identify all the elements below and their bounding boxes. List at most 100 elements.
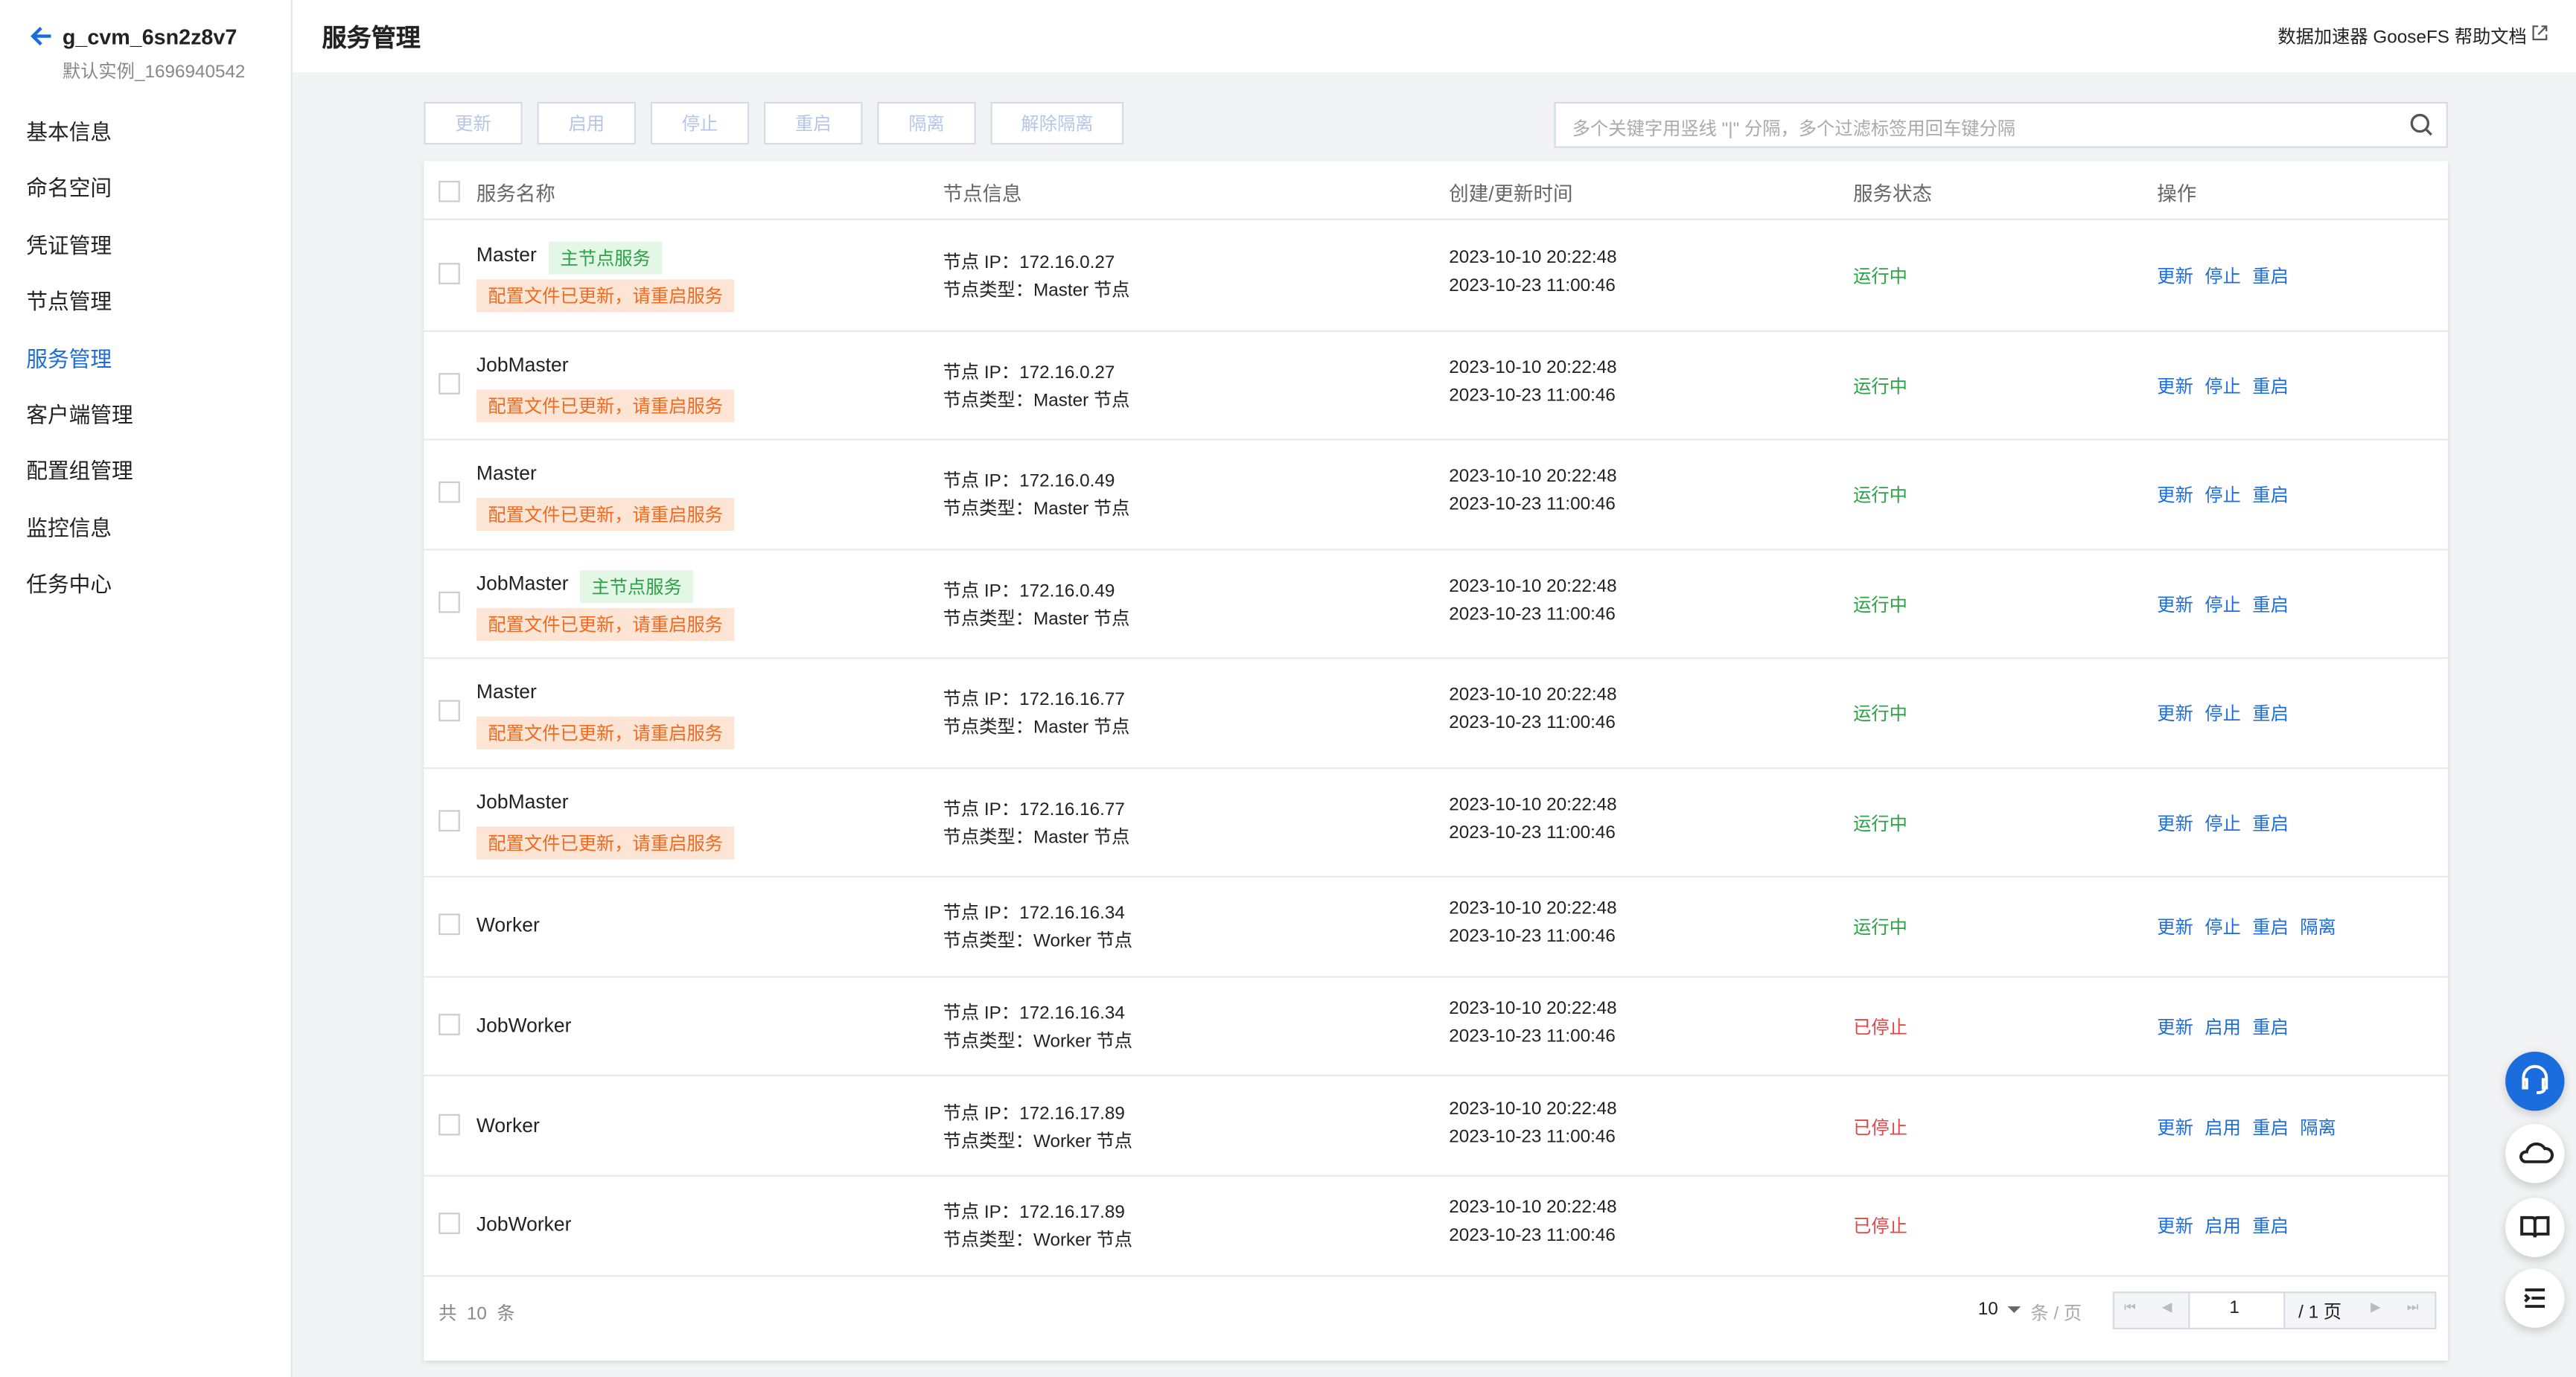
row-action[interactable]: 重启 xyxy=(2252,1218,2289,1239)
row-checkbox[interactable] xyxy=(439,372,460,394)
nav-item[interactable]: 凭证管理 xyxy=(26,233,112,258)
row-checkbox[interactable] xyxy=(439,1114,460,1135)
node-ip: 节点 IP：172.16.16.77 xyxy=(943,799,1125,820)
row-checkbox[interactable] xyxy=(439,809,460,831)
pager-button[interactable]: ▶ xyxy=(2371,1300,2381,1315)
row-checkbox[interactable] xyxy=(439,482,460,504)
search-box[interactable]: 多个关键字用竖线 "|" 分隔，多个过滤标签用回车键分隔 xyxy=(1554,101,2448,148)
toolbar-button[interactable]: 隔离 xyxy=(877,101,976,145)
node-type: 节点类型：Worker 节点 xyxy=(943,1032,1133,1052)
nav-item[interactable]: 客户端管理 xyxy=(26,402,133,427)
row-action[interactable]: 停止 xyxy=(2204,595,2241,616)
header-checkbox[interactable] xyxy=(439,180,460,202)
toolbar-button[interactable]: 启用 xyxy=(537,101,636,145)
row-action[interactable]: 隔离 xyxy=(2300,918,2336,939)
nav-item[interactable]: 监控信息 xyxy=(26,515,112,540)
page-input[interactable] xyxy=(2188,1291,2286,1329)
updated-time: 2023-10-23 11:00:46 xyxy=(1449,1026,1616,1047)
toolbar-button[interactable]: 解除隔离 xyxy=(990,101,1124,145)
row-action[interactable]: 停止 xyxy=(2204,268,2241,288)
pager-button[interactable]: ⏭ xyxy=(2406,1300,2419,1315)
row-action[interactable]: 重启 xyxy=(2252,918,2289,939)
back-arrow[interactable] xyxy=(28,25,54,48)
menu-button[interactable] xyxy=(2505,1268,2565,1328)
node-ip: 节点 IP：172.16.0.49 xyxy=(943,472,1115,492)
config-warning: 配置文件已更新，请重启服务 xyxy=(476,498,735,531)
row-action[interactable]: 启用 xyxy=(2204,1018,2241,1039)
row-checkbox[interactable] xyxy=(439,591,460,613)
row-action[interactable]: 隔离 xyxy=(2300,1118,2336,1139)
node-type: 节点类型：Master 节点 xyxy=(943,609,1130,629)
service-name: Worker xyxy=(476,914,540,938)
sidebar: g_cvm_6sn2z8v7 默认实例_1696940542 基本信息 命名空间凭… xyxy=(0,0,293,1377)
row-action[interactable]: 停止 xyxy=(2204,377,2241,397)
created-time: 2023-10-10 20:22:48 xyxy=(1449,1198,1617,1218)
nav-item[interactable]: 命名空间 xyxy=(26,176,112,202)
toolbar-button[interactable]: 停止 xyxy=(650,101,750,145)
service-name: Master xyxy=(476,243,537,267)
help-link[interactable]: 数据加速器 GooseFS 帮助文档 xyxy=(2277,28,2527,48)
row-action[interactable]: 停止 xyxy=(2204,705,2241,726)
node-type: 节点类型：Worker 节点 xyxy=(943,1231,1133,1251)
nav-item[interactable]: 配置组管理 xyxy=(26,459,133,484)
row-action[interactable]: 停止 xyxy=(2204,814,2241,834)
pager-button[interactable]: ⏮ xyxy=(2124,1300,2137,1315)
updated-time: 2023-10-23 11:00:46 xyxy=(1449,927,1616,948)
row-divider xyxy=(424,1075,2448,1077)
node-type: 节点类型：Worker 节点 xyxy=(943,932,1133,952)
row-checkbox[interactable] xyxy=(439,263,460,285)
page-size[interactable]: 10 xyxy=(1977,1300,1998,1320)
row-action[interactable]: 重启 xyxy=(2252,487,2289,507)
row-action[interactable]: 重启 xyxy=(2252,595,2289,616)
pager-button[interactable]: ◀ xyxy=(2161,1300,2172,1315)
row-checkbox[interactable] xyxy=(439,700,460,722)
page-number[interactable]: 1 xyxy=(2229,1298,2239,1318)
row-action[interactable]: 更新 xyxy=(2157,1118,2193,1139)
row-action[interactable]: 停止 xyxy=(2204,918,2241,939)
row-action[interactable]: 更新 xyxy=(2157,1218,2193,1239)
row-action[interactable]: 更新 xyxy=(2157,595,2193,616)
row-action[interactable]: 启用 xyxy=(2204,1118,2241,1139)
toolbar-button[interactable]: 更新 xyxy=(424,101,523,145)
row-action[interactable]: 重启 xyxy=(2252,268,2289,288)
row-checkbox[interactable] xyxy=(439,1213,460,1235)
service-status: 运行中 xyxy=(1853,705,1907,726)
row-action[interactable]: 启用 xyxy=(2204,1218,2241,1239)
nav-item[interactable]: 服务管理 xyxy=(26,345,112,371)
toolbar-button[interactable]: 重启 xyxy=(764,101,863,145)
nav-item[interactable]: 基本信息 xyxy=(26,120,112,145)
service-name: Worker xyxy=(476,1114,540,1137)
row-divider xyxy=(424,766,2448,769)
cloud-button[interactable] xyxy=(2505,1124,2565,1183)
docs-button[interactable] xyxy=(2505,1198,2565,1257)
row-action[interactable]: 更新 xyxy=(2157,814,2193,834)
search-placeholder: 多个关键字用竖线 "|" 分隔，多个过滤标签用回车键分隔 xyxy=(1572,120,2016,140)
row-action[interactable]: 更新 xyxy=(2157,1018,2193,1039)
support-button[interactable] xyxy=(2505,1051,2565,1111)
created-time: 2023-10-10 20:22:48 xyxy=(1449,357,1617,378)
service-status: 运行中 xyxy=(1853,814,1907,834)
row-action[interactable]: 重启 xyxy=(2252,705,2289,726)
row-action[interactable]: 重启 xyxy=(2252,814,2289,834)
node-type: 节点类型：Master 节点 xyxy=(943,390,1130,411)
row-action[interactable]: 重启 xyxy=(2252,1118,2289,1139)
nav-item[interactable]: 节点管理 xyxy=(26,289,112,315)
nav-item[interactable]: 任务中心 xyxy=(26,572,112,597)
config-warning: 配置文件已更新，请重启服务 xyxy=(476,825,735,860)
row-action[interactable]: 更新 xyxy=(2157,487,2193,507)
row-action[interactable]: 更新 xyxy=(2157,377,2193,397)
row-checkbox[interactable] xyxy=(439,1014,460,1035)
row-action[interactable]: 更新 xyxy=(2157,268,2193,288)
column-header: 服务名称 xyxy=(476,182,555,205)
row-action[interactable]: 更新 xyxy=(2157,705,2193,726)
row-action[interactable]: 停止 xyxy=(2204,487,2241,507)
primary-tag: 主节点服务 xyxy=(549,242,663,275)
column-header: 操作 xyxy=(2157,182,2197,205)
row-action[interactable]: 重启 xyxy=(2252,377,2289,397)
row-checkbox[interactable] xyxy=(439,914,460,936)
config-warning: 配置文件已更新，请重启服务 xyxy=(476,389,735,422)
header: 服务管理 数据加速器 GooseFS 帮助文档 xyxy=(292,0,2576,73)
row-action[interactable]: 更新 xyxy=(2157,918,2193,939)
row-action[interactable]: 重启 xyxy=(2252,1018,2289,1039)
created-time: 2023-10-10 20:22:48 xyxy=(1449,248,1617,269)
